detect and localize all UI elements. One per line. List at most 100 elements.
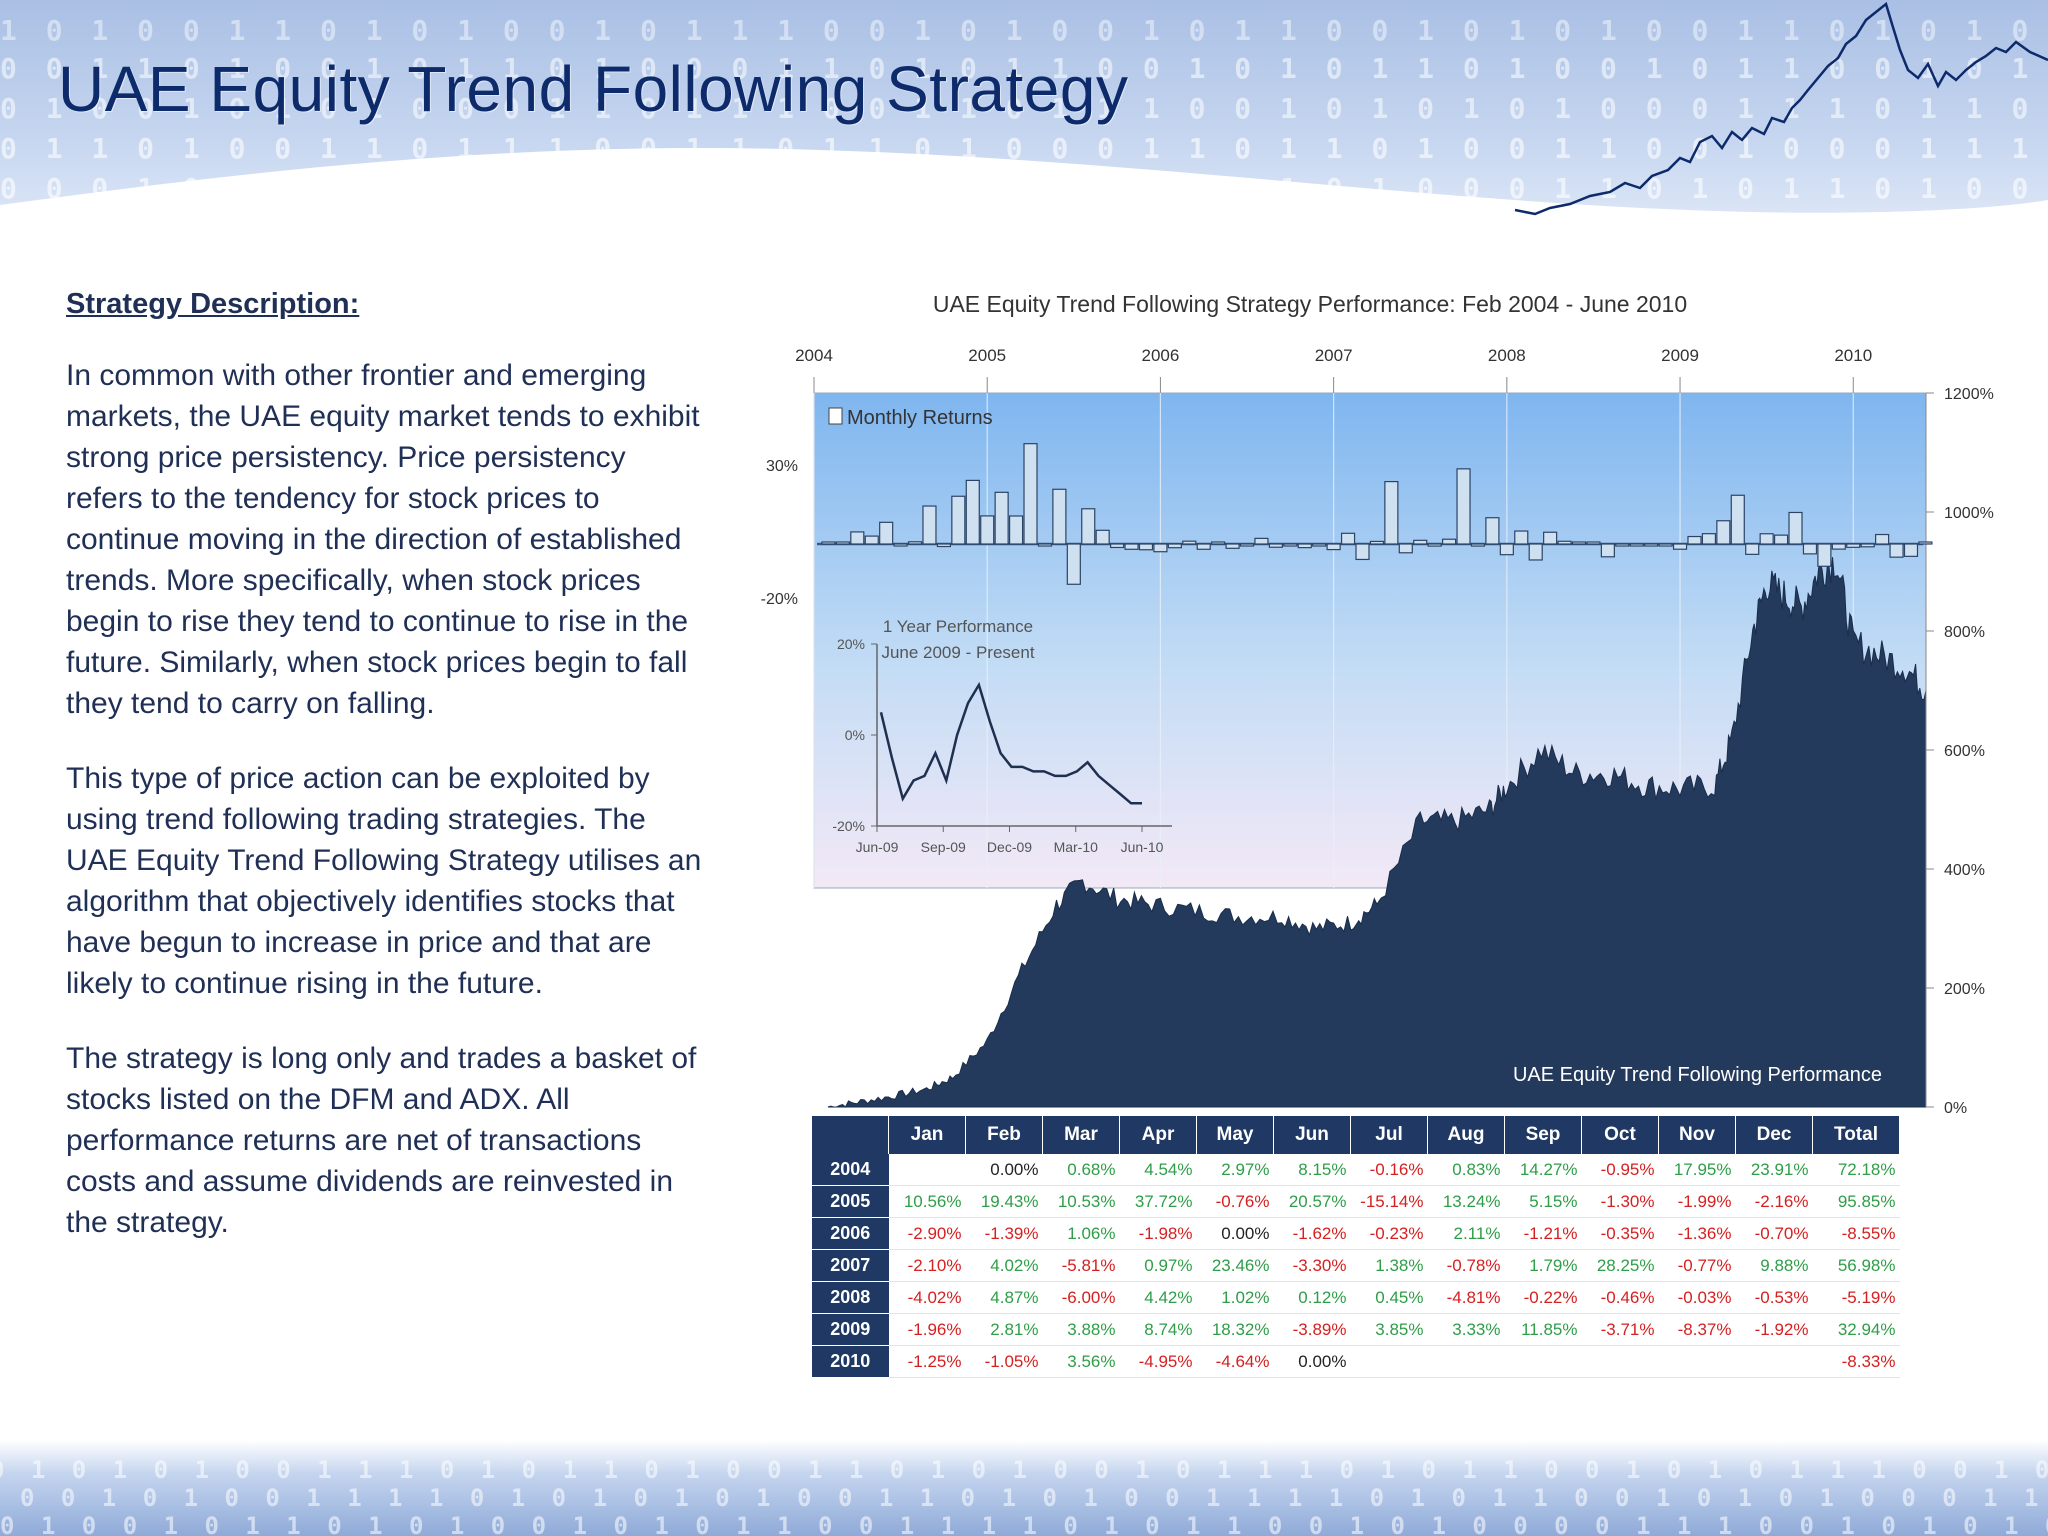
footer-band: 0 1 0 1 0 1 0 0 1 1 1 0 1 0 1 1 0 1 0 0 … (0, 1440, 2048, 1536)
return-cell: -0.16% (1350, 1154, 1428, 1186)
return-cell: 0.83% (1427, 1154, 1505, 1186)
return-cell: -6.00% (1042, 1281, 1120, 1314)
return-cell: -5.81% (1042, 1249, 1120, 1282)
return-cell: 11.85% (1504, 1313, 1582, 1346)
monthly-return-bar (1211, 541, 1226, 545)
return-cell: -0.76% (1196, 1185, 1274, 1218)
monthly-return-bar (1066, 543, 1081, 585)
table-row: 2010 -1.25% -1.05% 3.56% -4.95% -4.64% 0.00% -8… (812, 1345, 1900, 1378)
year-tick-label: 2004 (795, 346, 833, 365)
binary-pattern-row: 0 1 0 0 1 0 1 0 1 0 0 0 1 1 0 1 1 1 0 0 … (0, 92, 2048, 125)
monthly-returns-panel: Monthly Returns 30% -20% (761, 407, 1933, 608)
monthly-return-bar (1384, 480, 1399, 545)
right-axis-label: 1000% (1944, 505, 1994, 522)
return-cell (1581, 1345, 1659, 1378)
right-axis-label: 600% (1944, 743, 1985, 760)
return-cell: 4.54% (1119, 1154, 1197, 1186)
return-cell (1427, 1345, 1505, 1378)
table-header-row: Jan Feb Mar Apr May Jun Jul Aug Sep Oct Nov Dec Tota… (812, 1116, 1900, 1154)
monthly-return-bar (1037, 543, 1053, 547)
binary-pattern-row: 0 0 1 1 0 1 0 0 1 0 1 1 0 1 0 0 0 1 1 0 … (0, 52, 2048, 85)
monthly-return-bar (1543, 531, 1558, 545)
return-cell: 9.88% (1735, 1249, 1813, 1282)
return-cell: 0.97% (1119, 1249, 1197, 1282)
monthly-return-bar (835, 541, 850, 545)
return-cell: -1.21% (1504, 1217, 1582, 1250)
return-cell: 0.45% (1350, 1281, 1428, 1314)
monthly-return-bar (1860, 543, 1875, 548)
return-cell: -0.46% (1581, 1281, 1659, 1314)
return-cell (1735, 1345, 1813, 1378)
column-header: Apr (1119, 1116, 1197, 1154)
monthly-return-bar (1817, 543, 1832, 567)
description-paragraph: In common with other frontier and emergi… (66, 359, 700, 720)
monthly-return-bar (1644, 543, 1659, 547)
monthly-bars (821, 443, 1933, 585)
monthly-return-bar (1283, 543, 1298, 547)
return-cell: 1.38% (1350, 1249, 1428, 1282)
table-row: 2005 10.56% 19.43% 10.53% 37.72% -0.76% 20.57%… (812, 1185, 1900, 1218)
return-cell: -1.92% (1735, 1313, 1813, 1346)
performance-area (827, 557, 1927, 1108)
monthly-return-bar (1557, 540, 1572, 545)
return-cell: 19.43% (965, 1185, 1043, 1218)
return-cell: -5.19% (1812, 1281, 1900, 1314)
inset-x-tick-label: Jun-09 (856, 839, 899, 855)
monthly-return-bar (1485, 517, 1500, 545)
monthly-return-bar (1110, 543, 1125, 549)
return-cell: 0.00% (1273, 1345, 1351, 1378)
return-cell: -0.03% (1658, 1281, 1736, 1314)
monthly-return-bar (1514, 530, 1529, 545)
column-header: Feb (965, 1116, 1043, 1154)
right-axis-label: 0% (1944, 1100, 1967, 1115)
year-tick-label: 2008 (1488, 346, 1526, 365)
banner-stock-line (1514, 1, 2048, 216)
return-cell: 4.02% (965, 1249, 1043, 1282)
inset-x-tick-label: Jun-10 (1121, 839, 1164, 855)
monthly-return-bar (1153, 543, 1168, 553)
monthly-return-bar (1528, 543, 1543, 561)
return-cell: 3.33% (1427, 1313, 1505, 1346)
column-header: Jul (1350, 1116, 1428, 1154)
return-cell: 10.53% (1042, 1185, 1120, 1218)
return-cell: -8.55% (1812, 1217, 1900, 1250)
monthly-return-bar (1802, 543, 1818, 555)
monthly-return-bar (1138, 543, 1154, 551)
return-cell: -1.30% (1581, 1185, 1659, 1218)
return-cell: 23.46% (1196, 1249, 1274, 1282)
table-row: 2004 0.00% 0.68% 4.54% 2.97% 8.15% -0.16% 0.83%… (812, 1154, 1900, 1186)
table-body: 2004 0.00% 0.68% 4.54% 2.97% 8.15% -0.16% 0.83%… (812, 1154, 1900, 1378)
monthly-return-bar (1268, 543, 1283, 548)
monthly-return-bar (1297, 543, 1312, 549)
header-banner: 1 0 1 0 0 1 1 0 1 0 1 0 0 1 0 1 1 1 0 0 … (0, 0, 2048, 250)
inset-subtitle: June 2009 - Present (881, 643, 1034, 662)
column-header: Jan (888, 1116, 966, 1154)
chart-title: UAE Equity Trend Following Strategy Perf… (933, 291, 1687, 317)
return-cell: 0.68% (1042, 1154, 1120, 1186)
return-cell: 3.56% (1042, 1345, 1120, 1378)
right-axis: 1200% 1000% 800% 600% 400% 200% 0% (1925, 386, 1994, 1115)
inset-line (879, 681, 1142, 805)
monthly-return-bar (1442, 538, 1457, 545)
return-cell: -0.22% (1504, 1281, 1582, 1314)
monthly-return-bar (951, 495, 966, 545)
table-row: 2008 -4.02% 4.87% -6.00% 4.42% 1.02% 0.12% 0.45… (812, 1281, 1900, 1314)
return-cell: -1.98% (1119, 1217, 1197, 1250)
monthly-return-bar (1687, 535, 1702, 545)
inset-title: 1 Year Performance (883, 617, 1033, 636)
description-heading: Strategy Description: (66, 288, 360, 320)
monthly-return-bar (1745, 543, 1760, 555)
monthly-returns-table: Jan Feb Mar Apr May Jun Jul Aug Sep Oct Nov Dec Tota… (812, 1116, 1900, 1378)
year-cell: 2004 (812, 1154, 889, 1186)
return-cell: -0.95% (1581, 1154, 1659, 1186)
column-header: May (1196, 1116, 1274, 1154)
return-cell: 56.98% (1812, 1249, 1900, 1282)
right-axis-label: 1200% (1944, 386, 1994, 403)
return-cell: -2.90% (888, 1217, 966, 1250)
return-cell: 8.15% (1273, 1154, 1351, 1186)
return-cell: -1.36% (1658, 1217, 1736, 1250)
return-cell: 28.25% (1581, 1249, 1659, 1282)
monthly-return-bar (1312, 543, 1327, 547)
monthly-return-bar (965, 479, 980, 545)
monthly-return-bar (1052, 488, 1067, 545)
